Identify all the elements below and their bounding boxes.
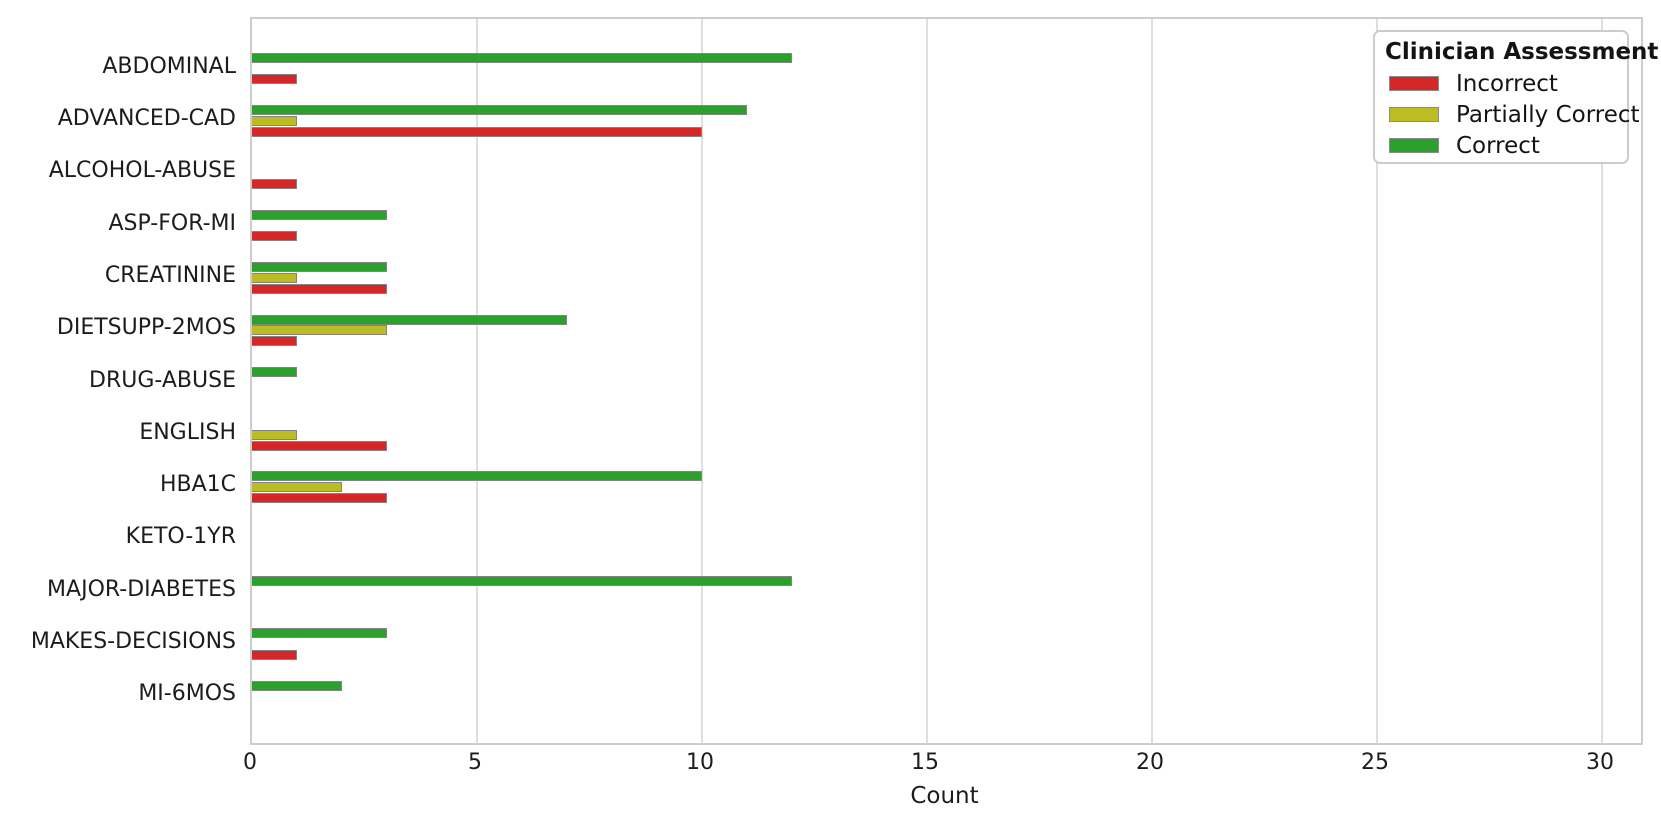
gridline xyxy=(476,19,478,743)
legend-swatch-partially-correct xyxy=(1389,107,1439,122)
bar-correct xyxy=(252,262,387,273)
legend-title: Clinician Assessment xyxy=(1385,39,1659,65)
x-tick-label: 0 xyxy=(243,750,257,775)
bar-incorrect xyxy=(252,492,387,503)
legend-row-partially-correct: Partially Correct xyxy=(1385,99,1640,130)
legend-row-correct: Correct xyxy=(1385,130,1617,161)
bar-partially-correct xyxy=(252,482,342,493)
bar-partially-correct xyxy=(252,429,297,440)
y-axis-label: MI-6MOS xyxy=(138,681,236,707)
y-axis-label: ABDOMINAL xyxy=(102,53,236,79)
bar-incorrect xyxy=(252,649,297,660)
x-tick-label: 25 xyxy=(1361,750,1389,775)
gridline xyxy=(1601,19,1603,743)
bar-incorrect xyxy=(252,440,387,451)
y-axis-label: MAKES-DECISIONS xyxy=(30,629,236,654)
bar-correct xyxy=(252,628,387,639)
bar-correct xyxy=(252,680,342,691)
gridline xyxy=(701,19,703,743)
bar-correct xyxy=(252,105,747,116)
gridline xyxy=(1376,19,1378,743)
x-tick-label: 10 xyxy=(686,750,714,775)
x-tick-label: 30 xyxy=(1586,750,1614,775)
bar-incorrect xyxy=(252,179,297,189)
y-axis-label: MAJOR-DIABETES xyxy=(47,576,236,602)
bar-incorrect xyxy=(252,283,387,294)
bar-correct xyxy=(252,576,792,586)
legend-swatch-incorrect xyxy=(1389,76,1439,91)
y-axis-label: DIETSUPP-2MOS xyxy=(56,315,236,341)
legend: Clinician Assessment Incorrect Partially… xyxy=(1373,30,1659,164)
legend-swatch-correct xyxy=(1389,138,1439,153)
bar-correct xyxy=(252,366,297,377)
bar-correct xyxy=(252,314,567,325)
gridline xyxy=(926,19,928,743)
bar-incorrect xyxy=(252,126,702,137)
bar-correct xyxy=(252,209,387,220)
x-tick-label: 20 xyxy=(1136,750,1164,775)
bar-partially-correct xyxy=(252,272,297,283)
x-axis-title: Count xyxy=(910,783,979,809)
y-axis-label: KETO-1YR xyxy=(125,524,236,550)
legend-label-incorrect: Incorrect xyxy=(1456,70,1558,97)
bar-partially-correct xyxy=(252,116,297,126)
bar-incorrect xyxy=(252,74,297,85)
bar-incorrect xyxy=(252,335,297,346)
gridline xyxy=(1151,19,1153,743)
bar-partially-correct xyxy=(252,325,387,336)
y-axis-label: DRUG-ABUSE xyxy=(89,367,236,393)
legend-label-partially-correct: Partially Correct xyxy=(1456,101,1640,128)
y-axis-label: ALCOHOL-ABUSE xyxy=(48,158,236,184)
bar-correct xyxy=(252,471,702,482)
y-axis-label: HBA1C xyxy=(159,472,236,498)
x-tick-label: 15 xyxy=(911,750,939,775)
legend-label-correct: Correct xyxy=(1456,132,1540,159)
y-axis-label: CREATININE xyxy=(104,262,236,288)
legend-row-incorrect: Incorrect xyxy=(1385,68,1617,99)
y-axis-label: ENGLISH xyxy=(139,419,236,445)
y-axis-label: ADVANCED-CAD xyxy=(57,106,236,131)
bar-correct xyxy=(252,53,792,63)
bar-incorrect xyxy=(252,231,297,242)
y-axis-label: ASP-FOR-MI xyxy=(108,210,236,236)
x-tick-label: 5 xyxy=(468,750,482,775)
